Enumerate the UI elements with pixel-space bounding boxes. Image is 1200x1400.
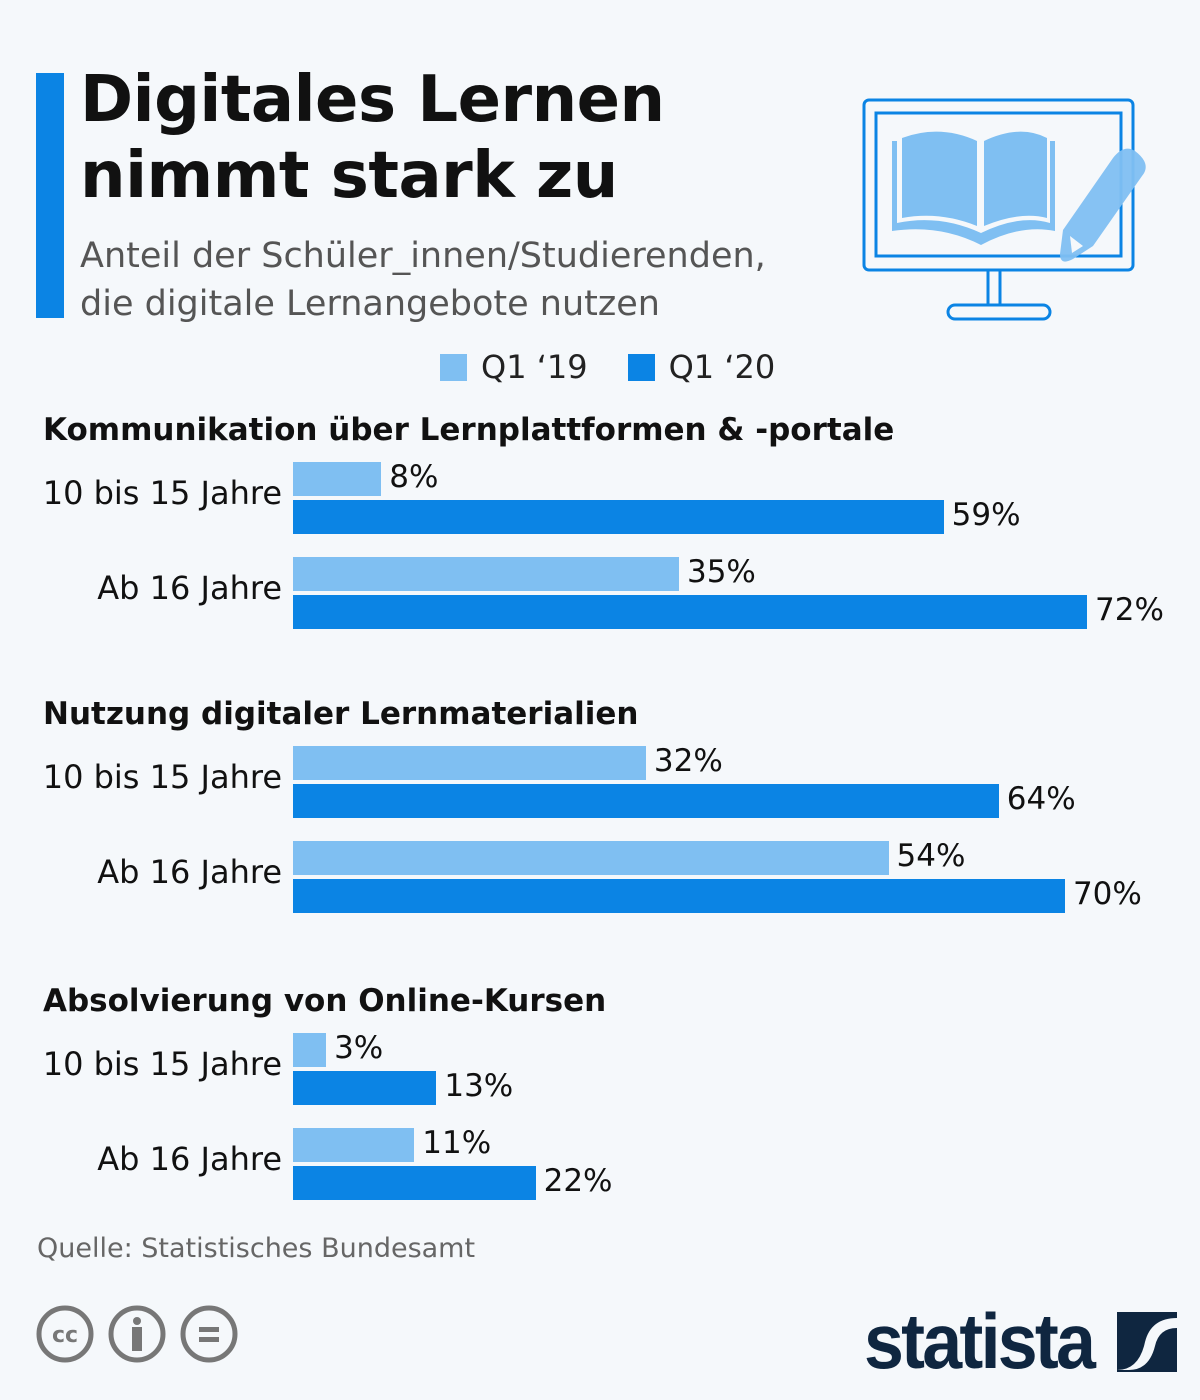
value-label: 54% [896, 838, 966, 874]
subtitle: Anteil der Schüler_innen/Studierenden, di… [80, 236, 766, 324]
bar-q1-19 [293, 841, 889, 875]
bar-q1-19 [293, 1128, 415, 1162]
legend-label: Q1 ‘20 [668, 348, 776, 386]
statista-logo: statista [864, 1296, 1178, 1387]
svg-text:cc: cc [52, 1323, 78, 1348]
value-label: 64% [1006, 781, 1076, 817]
value-label: 11% [422, 1125, 492, 1161]
source-note: Quelle: Statistisches Bundesamt [37, 1233, 476, 1264]
bar-q1-20 [293, 1166, 536, 1200]
bar-q1-20 [293, 500, 944, 534]
group-title: Nutzung digitaler Lernmaterialien [43, 696, 639, 732]
no-derivatives-icon[interactable] [180, 1305, 238, 1363]
value-label: 3% [334, 1030, 384, 1066]
monitor-book-pencil-icon [862, 98, 1146, 321]
row-label: 10 bis 15 Jahre [42, 758, 282, 796]
page-title: Digitales Lernen nimmt stark zu [80, 63, 665, 213]
cc-icon[interactable]: cc [36, 1305, 94, 1363]
bar-q1-20 [293, 1071, 437, 1105]
value-label: 35% [686, 554, 756, 590]
value-label: 72% [1095, 592, 1164, 628]
bar-q1-20 [293, 784, 999, 818]
bar-q1-19 [293, 1033, 327, 1067]
row-label: 10 bis 15 Jahre [42, 474, 282, 512]
statista-logo-icon [1117, 1311, 1178, 1372]
brand-name: statista [864, 1297, 1096, 1385]
group-title: Absolvierung von Online-Kursen [43, 983, 607, 1019]
bar-q1-19 [293, 746, 646, 780]
value-label: 70% [1072, 876, 1142, 912]
value-label: 59% [951, 497, 1021, 533]
bar-q1-19 [293, 462, 382, 496]
legend-label: Q1 ‘19 [481, 348, 588, 386]
value-label: 22% [543, 1163, 613, 1199]
license-icons: cc [36, 1305, 238, 1363]
row-label: 10 bis 15 Jahre [42, 1045, 282, 1083]
legend: Q1 ‘19 Q1 ‘20 [440, 348, 815, 386]
group-title: Kommunikation über Lernplattformen & -po… [43, 412, 895, 448]
value-label: 32% [653, 743, 723, 779]
accent-bar [36, 73, 64, 318]
legend-item-q1-19: Q1 ‘19 [440, 348, 588, 386]
legend-swatch [440, 353, 467, 381]
row-label: Ab 16 Jahre [97, 1140, 282, 1178]
legend-item-q1-20: Q1 ‘20 [627, 348, 776, 386]
value-label: 13% [444, 1068, 514, 1104]
bar-q1-19 [293, 557, 679, 591]
row-label: Ab 16 Jahre [97, 569, 282, 607]
bar-q1-20 [293, 879, 1065, 913]
bar-q1-20 [293, 595, 1087, 629]
value-label: 8% [389, 459, 439, 495]
by-attribution-icon[interactable] [108, 1305, 166, 1363]
row-label: Ab 16 Jahre [97, 853, 282, 891]
legend-swatch [627, 353, 655, 381]
